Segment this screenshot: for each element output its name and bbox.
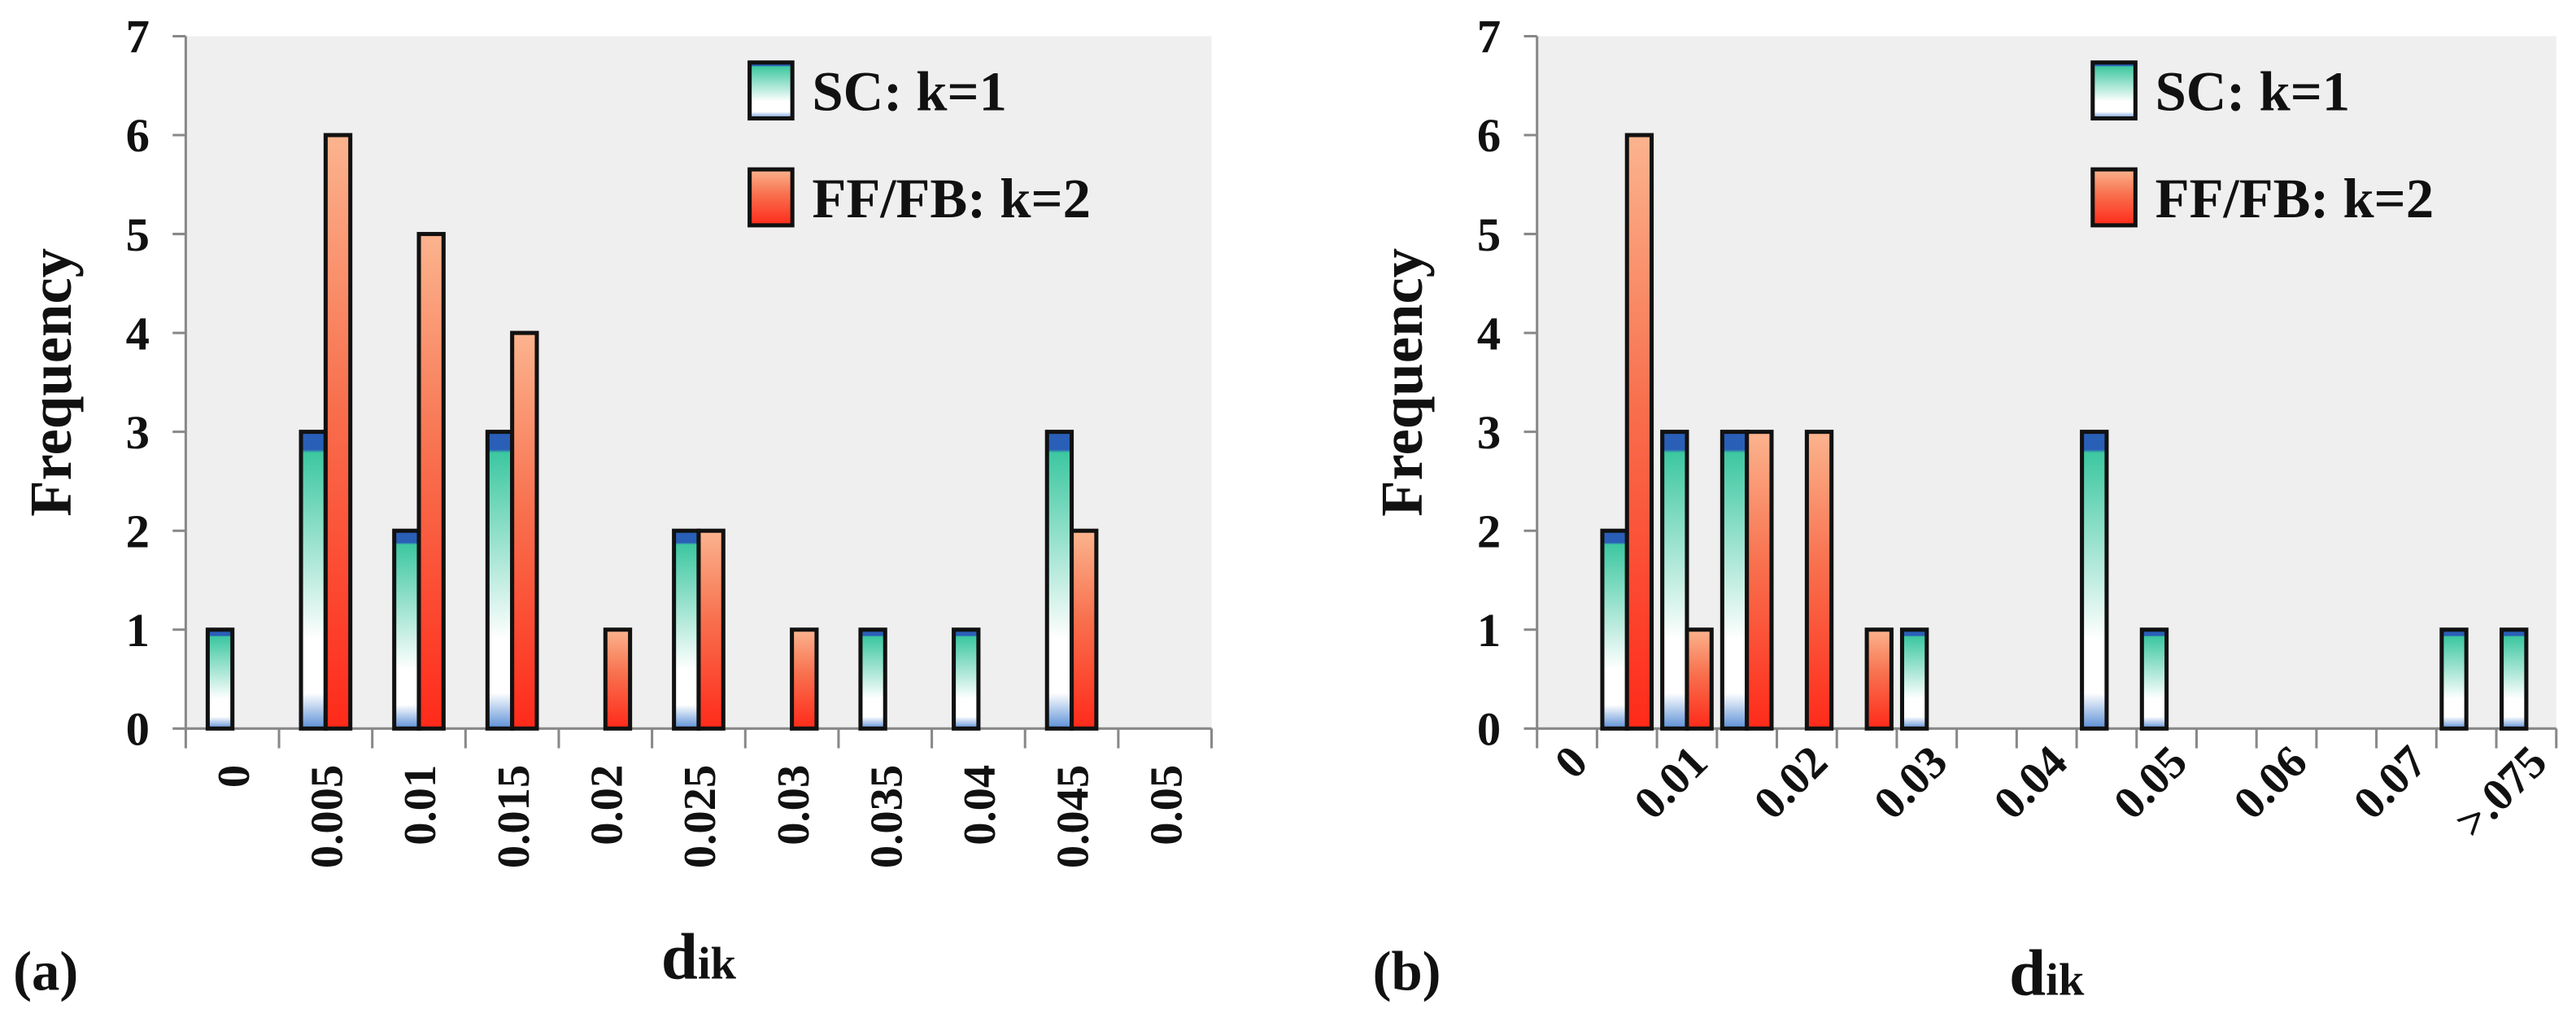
- y-tick-label: 1: [126, 604, 150, 657]
- legend-swatch: [748, 60, 795, 121]
- bar: [1745, 430, 1774, 731]
- y-tick-label: 5: [1477, 208, 1501, 261]
- bar: [323, 133, 353, 731]
- bar: [1899, 627, 1929, 731]
- x-tick-label: 0.025: [675, 765, 726, 868]
- y-tick-label: 0: [1477, 703, 1501, 756]
- y-tick-label: 2: [126, 505, 150, 557]
- y-tick-label: 3: [1477, 406, 1501, 459]
- x-tick-label: 0.04: [1985, 736, 2077, 829]
- bar: [1660, 430, 1689, 731]
- bar: [790, 627, 819, 731]
- x-axis-label: dik: [2009, 937, 2085, 1010]
- bar: [1070, 528, 1099, 731]
- bar: [603, 627, 633, 731]
- bar: [416, 232, 446, 731]
- x-tick-label: 0.06: [2225, 736, 2317, 829]
- x-tick-label: 0.07: [2344, 736, 2437, 829]
- x-axis-label-sub: ik: [2046, 955, 2085, 1006]
- legend-label: FF/FB: k=2: [812, 168, 1091, 229]
- bar: [952, 627, 981, 731]
- bar: [299, 430, 328, 731]
- y-tick-label: 7: [1477, 11, 1501, 63]
- panel-label: (b): [1373, 941, 1441, 1003]
- x-tick-label: 0.04: [955, 765, 1005, 845]
- x-axis-label-sub: ik: [698, 938, 737, 989]
- bar: [1804, 430, 1834, 731]
- x-tick-label: 0.02: [582, 765, 633, 845]
- bar: [1720, 430, 1750, 731]
- bar: [2139, 627, 2169, 731]
- x-tick-label: 0.035: [861, 765, 912, 868]
- y-tick-label: 5: [126, 208, 150, 261]
- bar: [2500, 627, 2529, 731]
- legend-swatch: [2090, 60, 2138, 121]
- y-tick-label: 3: [126, 406, 150, 459]
- bar: [858, 627, 887, 731]
- legend-swatch: [2090, 167, 2138, 228]
- x-tick-label: 0.05: [1141, 765, 1192, 845]
- x-tick-label: 0: [1545, 736, 1597, 789]
- x-tick-label: 0.01: [395, 765, 446, 845]
- x-tick-label: 0.045: [1048, 765, 1099, 868]
- legend-label: SC: k=1: [812, 60, 1007, 122]
- bar: [696, 528, 726, 731]
- x-axis-label-main: d: [2009, 937, 2046, 1010]
- bar: [2080, 430, 2109, 731]
- bar: [510, 330, 539, 731]
- x-tick-label: 0.015: [489, 765, 539, 868]
- x-tick-label: 0.01: [1625, 736, 1718, 829]
- bar: [392, 528, 421, 731]
- legend-label: FF/FB: k=2: [2155, 168, 2434, 229]
- y-tick-label: 6: [1477, 109, 1501, 162]
- x-tick-label: 0: [209, 765, 259, 788]
- panel-label: (a): [13, 941, 78, 1003]
- y-axis-label: Frequency: [1369, 248, 1435, 517]
- bar: [485, 430, 515, 731]
- y-tick-label: 0: [126, 703, 150, 756]
- y-tick-label: 7: [126, 11, 150, 63]
- legend-label: SC: k=1: [2155, 60, 2351, 122]
- x-tick-label: 0.05: [2104, 736, 2197, 829]
- x-tick-label: 0.03: [1864, 736, 1957, 829]
- y-tick-label: 4: [1477, 307, 1501, 360]
- x-tick-label: 0.03: [769, 765, 819, 845]
- x-tick-label: 0.005: [303, 765, 353, 868]
- y-tick-label: 4: [126, 307, 150, 360]
- bar: [1624, 133, 1654, 731]
- bar: [2439, 627, 2469, 731]
- bar: [1044, 430, 1074, 731]
- y-tick-label: 1: [1477, 604, 1501, 657]
- plot-area: [1536, 36, 2556, 729]
- y-axis-label: Frequency: [18, 248, 84, 517]
- bar: [205, 627, 235, 731]
- bar: [672, 528, 701, 731]
- x-tick-label: >.075: [2446, 736, 2557, 848]
- y-tick-label: 2: [1477, 505, 1501, 557]
- x-axis-label: dik: [661, 920, 737, 993]
- x-axis-label-main: d: [661, 920, 698, 993]
- bar: [1685, 627, 1714, 731]
- x-tick-label: 0.02: [1745, 736, 1837, 829]
- legend-swatch: [748, 167, 795, 228]
- y-tick-label: 6: [126, 109, 150, 162]
- bar: [1864, 627, 1894, 731]
- bar: [1600, 528, 1629, 731]
